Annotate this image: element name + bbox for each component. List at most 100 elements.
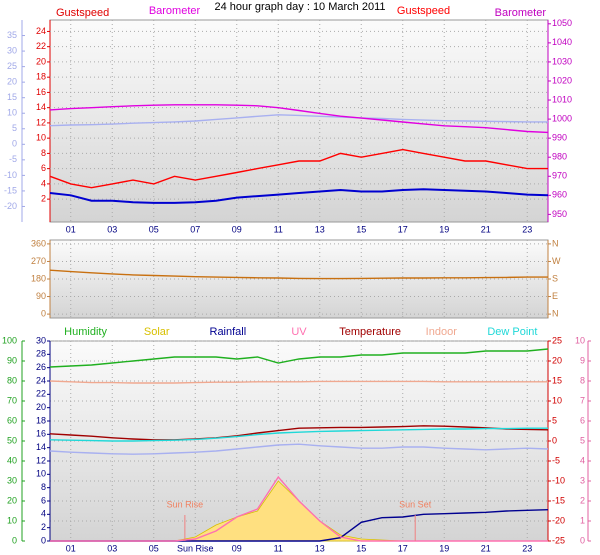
line [49,114,548,127]
y-tick-label: -10 [552,475,565,485]
legend-label: Dew Point [487,326,537,338]
y-tick-label: 1030 [552,56,572,66]
y-tick-label: 35 [7,30,17,40]
y-tick-label: 25 [552,335,562,345]
y-tick-label: 22 [36,389,46,399]
y-tick-label: 1050 [552,18,572,28]
y-tick-label: 26 [36,362,46,372]
x-tick-label: 15 [356,224,366,234]
y-tick-label: 10 [36,133,46,143]
x-tick-label: 21 [481,224,491,234]
y-tick-label: 20 [7,495,17,505]
y-tick-label: 6 [41,495,46,505]
y-tick-label: 0 [12,139,17,149]
y-tick-label: 6 [580,415,585,425]
y-tick-label: 25 [7,61,17,71]
y-tick-label: -10 [4,170,17,180]
y-tick-label: 18 [36,415,46,425]
y-tick-label: 12 [36,455,46,465]
line [50,475,548,542]
y-tick-label: 5 [552,415,557,425]
y-tick-label: N [552,308,559,318]
y-tick-label: 4 [41,509,46,519]
y-tick-label: 30 [7,45,17,55]
x-tick-label: 21 [481,543,491,553]
annotation: Sun Rise [167,499,204,509]
y-tick-label: 960 [552,190,567,200]
y-tick-label: 15 [552,375,562,385]
y-tick-label: -20 [552,515,565,525]
y-tick-label: 8 [41,482,46,492]
line [49,269,548,280]
y-tick-label: 980 [552,152,567,162]
y-tick-label: 12 [36,117,46,127]
x-tick-label: 19 [439,224,449,234]
y-tick-label: 10 [552,395,562,405]
line [49,443,549,455]
y-tick-label: 4 [41,178,46,188]
y-tick-label: 270 [31,256,46,266]
x-tick-label: 01 [66,224,76,234]
x-tick-label: 05 [149,224,159,234]
y-tick-label: 18 [36,72,46,82]
y-tick-label: 100 [2,335,17,345]
y-tick-label: 0 [552,435,557,445]
x-tick-label: Sun Rise [177,543,214,553]
line [49,148,548,189]
x-tick-label: 23 [522,543,532,553]
y-tick-label: 0 [41,308,46,318]
y-tick-label: 40 [7,455,17,465]
x-tick-label: 09 [232,543,242,553]
legend-label: UV [291,326,307,338]
y-tick-label: 5 [580,435,585,445]
y-tick-label: 10 [36,469,46,479]
x-tick-label: 09 [232,224,242,234]
legend-label: Humidity [64,326,107,338]
y-tick-label: 1000 [552,113,572,123]
line [49,104,549,134]
y-tick-label: 70 [7,395,17,405]
y-tick-label: 1040 [552,37,572,47]
y-tick-label: 2 [41,522,46,532]
y-tick-label: 8 [41,148,46,158]
x-tick-label: 11 [274,224,283,234]
y-tick-label: 20 [36,56,46,66]
y-tick-label: -25 [552,535,565,545]
x-tick-label: 19 [439,543,449,553]
y-tick-label: -5 [552,455,560,465]
y-tick-label: 950 [552,209,567,219]
line [49,348,549,368]
x-tick-label: 13 [315,224,325,234]
y-tick-label: 90 [36,291,46,301]
y-tick-label: 180 [31,273,46,283]
legend-label: Gustspeed [397,5,450,17]
annotation: Sun Set [399,499,432,509]
line [49,425,549,441]
y-tick-label: 90 [7,355,17,365]
y-tick-label: 990 [552,133,567,143]
y-tick-label: 0 [12,535,17,545]
y-tick-label: 16 [36,429,46,439]
y-tick-label: 4 [580,455,585,465]
y-tick-label: 1010 [552,94,572,104]
x-tick-label: 17 [398,224,408,234]
line [49,427,548,442]
axis-title: Gustspeed [56,7,109,19]
x-tick-label: 23 [522,224,532,234]
y-tick-label: 50 [7,435,17,445]
y-tick-label: 360 [31,238,46,248]
chart-title: 24 hour graph day : 10 March 2011 [214,1,385,13]
y-tick-label: 10 [7,108,17,118]
y-tick-label: -15 [552,495,565,505]
y-tick-label: N [552,238,559,248]
y-tick-label: 10 [575,335,585,345]
y-tick-label: S [552,273,558,283]
y-tick-label: 14 [36,102,46,112]
legend-label: Rainfall [210,326,247,338]
legend-label: Barometer [149,5,201,17]
y-tick-label: -5 [9,154,17,164]
legend-label: Temperature [339,326,401,338]
legend-label: Indoor [426,326,458,338]
y-tick-label: 28 [36,349,46,359]
legend-label: Solar [144,326,170,338]
